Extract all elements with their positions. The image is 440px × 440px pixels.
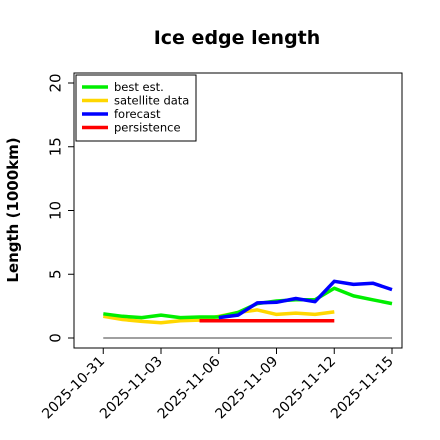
- y-tick-label: 10: [46, 201, 64, 220]
- y-tick-label: 15: [46, 137, 64, 156]
- series-line-best-est: [103, 286, 393, 320]
- plot-area: 051015202025-10-312025-11-032025-11-0620…: [39, 72, 403, 423]
- legend-label: persistence: [114, 121, 181, 135]
- chart-title: Ice edge length: [154, 27, 321, 49]
- legend-label: satellite data: [114, 94, 189, 108]
- series-line-forecast: [218, 279, 393, 320]
- y-tick-label: 0: [46, 333, 64, 343]
- y-tick-label: 5: [46, 269, 64, 279]
- y-axis-label: Length (1000km): [4, 137, 22, 282]
- legend-label: forecast: [114, 107, 161, 121]
- legend-label: best est.: [114, 80, 164, 94]
- legend: best est.satellite dataforecastpersisten…: [75, 74, 197, 142]
- y-tick-label: 20: [46, 73, 64, 92]
- x-tick-label: 2025-11-15: [328, 354, 397, 423]
